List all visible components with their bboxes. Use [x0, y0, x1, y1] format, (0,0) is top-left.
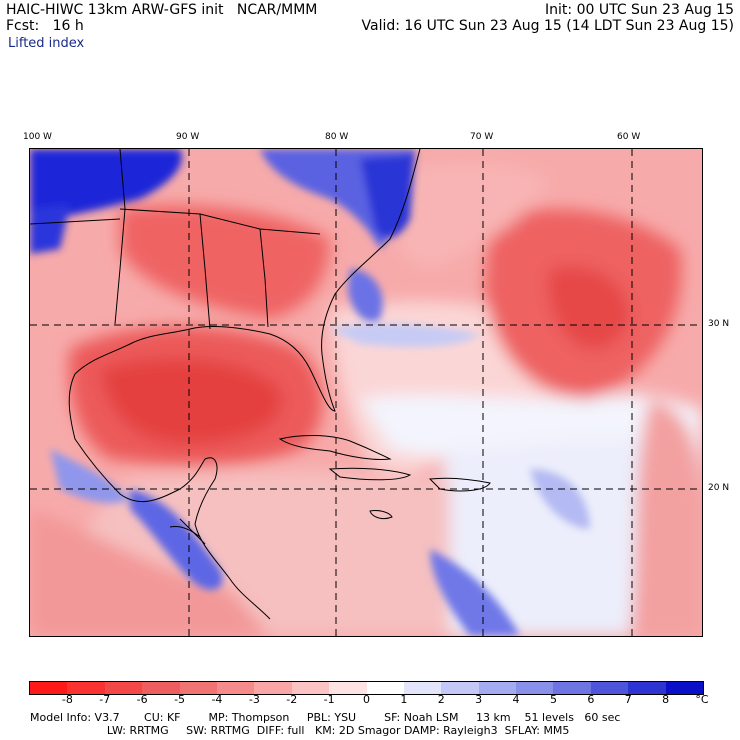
colorbar — [29, 681, 704, 695]
lon-label-90w: 90 W — [176, 132, 200, 142]
colorbar-swatch — [516, 682, 554, 694]
lon-label-70w: 70 W — [470, 132, 494, 142]
lon-label-60w: 60 W — [617, 132, 641, 142]
colorbar-swatch — [665, 682, 704, 694]
colorbar-swatch — [329, 682, 367, 694]
colorbar-swatch — [254, 682, 292, 694]
colorbar-tick-label: 6 — [587, 693, 595, 706]
colorbar-swatch — [628, 682, 666, 694]
lon-label-80w: 80 W — [325, 132, 349, 142]
graticule — [30, 149, 702, 636]
coastlines — [30, 149, 491, 620]
colorbar-swatch — [30, 682, 68, 694]
colorbar-swatch — [179, 682, 217, 694]
valid-time: Valid: 16 UTC Sun 23 Aug 15 (14 LDT Sun … — [361, 18, 735, 34]
colorbar-tick-label: -2 — [286, 693, 298, 706]
forecast-hour: Fcst: 16 h — [6, 18, 84, 34]
colorbar-tick-label: 1 — [400, 693, 408, 706]
colorbar-tick-label: 0 — [363, 693, 370, 706]
lon-label-100w: 100 W — [23, 132, 52, 142]
colorbar-tick-label: -8 — [61, 693, 73, 706]
colorbar-swatch — [291, 682, 330, 694]
colorbar-tick-label: 5 — [549, 693, 557, 706]
colorbar-tick-label: -4 — [211, 693, 223, 706]
lat-label-30n: 30 N — [708, 319, 730, 329]
field-name: Lifted index — [8, 36, 85, 51]
model-info-line1: Model Info: V3.7 CU: KF MP: Thompson PBL… — [30, 711, 621, 724]
colorbar-swatch — [142, 682, 180, 694]
colorbar-swatch — [553, 682, 591, 694]
colorbar-tick-label: -3 — [248, 693, 260, 706]
colorbar-swatch — [104, 682, 143, 694]
map-canvas — [30, 149, 702, 636]
colorbar-tick-label: -1 — [323, 693, 335, 706]
colorbar-tick-label: 8 — [662, 693, 670, 706]
colorbar-swatch — [403, 682, 442, 694]
init-time: Init: 00 UTC Sun 23 Aug 15 — [545, 2, 734, 18]
lifted-index-map — [29, 148, 703, 637]
colorbar-tick-label: 4 — [512, 693, 520, 706]
colorbar-swatch — [590, 682, 629, 694]
colorbar-swatch — [441, 682, 479, 694]
colorbar-tick-label: -7 — [99, 693, 111, 706]
colorbar-swatch — [67, 682, 105, 694]
model-info-line2: LW: RRTMG SW: RRTMG DIFF: full KM: 2D Sm… — [30, 724, 570, 737]
colorbar-tick-label: -5 — [174, 693, 186, 706]
model-title: HAIC-HIWC 13km ARW-GFS init NCAR/MMM — [6, 2, 318, 18]
colorbar-swatch — [478, 682, 517, 694]
colorbar-tick-label: 3 — [475, 693, 483, 706]
lat-label-20n: 20 N — [708, 483, 730, 493]
stable-air-regions — [30, 149, 590, 636]
colorbar-swatch — [366, 682, 404, 694]
colorbar-swatch — [216, 682, 255, 694]
colorbar-unit: °C — [695, 693, 709, 706]
colorbar-tick-label: 7 — [624, 693, 632, 706]
colorbar-tick-label: 2 — [437, 693, 445, 706]
colorbar-tick-label: -6 — [136, 693, 148, 706]
